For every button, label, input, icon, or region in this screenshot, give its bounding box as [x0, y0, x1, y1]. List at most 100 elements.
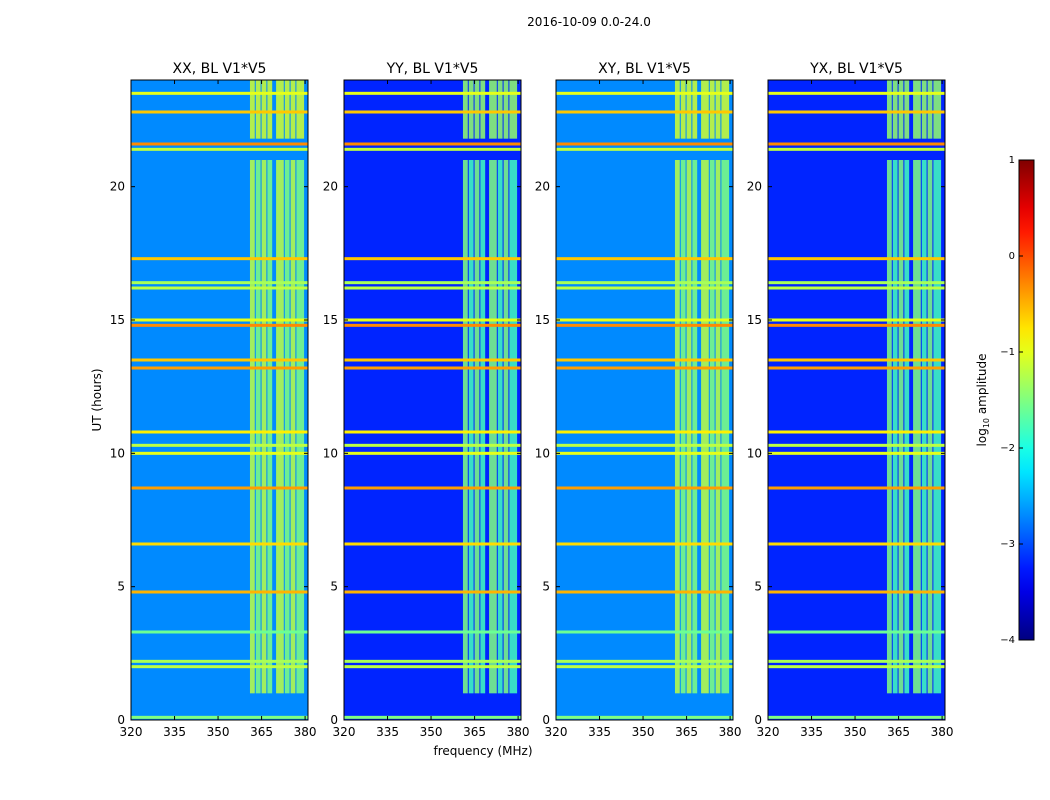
- panel-frame: [767, 79, 946, 721]
- rfi-band: [701, 80, 709, 139]
- colorbar-tick-label: 0: [1009, 251, 1015, 262]
- x-tick-label: 335: [376, 725, 399, 739]
- rfi-band: [721, 160, 730, 694]
- rfi-line: [768, 366, 945, 370]
- x-tick-label: 320: [120, 725, 143, 739]
- rfi-band: [927, 160, 933, 694]
- rfi-band: [509, 160, 518, 694]
- rfi-line: [131, 286, 308, 290]
- y-tick-label: 0: [754, 713, 762, 727]
- colorbar-tick-label: 1: [1009, 155, 1015, 166]
- panel-title: XY, BL V1*V5: [598, 61, 691, 77]
- rfi-line: [344, 630, 521, 634]
- panel-frame: [343, 79, 522, 721]
- rfi-band: [680, 160, 686, 694]
- rfi-line: [344, 286, 521, 290]
- rfi-line: [556, 443, 733, 447]
- rfi-band: [933, 80, 942, 139]
- rfi-line: [768, 486, 945, 490]
- y-tick-label: 20: [110, 180, 125, 194]
- rfi-band: [921, 80, 927, 139]
- rfi-band: [913, 160, 921, 694]
- panel-title: YX, BL V1*V5: [809, 61, 903, 77]
- rfi-band: [927, 80, 933, 139]
- rfi-line: [344, 318, 521, 322]
- rfi-line: [131, 542, 308, 546]
- rfi-line: [131, 91, 308, 95]
- rfi-band: [674, 80, 680, 139]
- rfi-line: [344, 665, 521, 669]
- rfi-line: [344, 147, 521, 151]
- rfi-line: [556, 451, 733, 455]
- rfi-line: [344, 590, 521, 594]
- rfi-band: [296, 80, 305, 139]
- x-tick-label: 365: [250, 725, 273, 739]
- rfi-band: [886, 80, 892, 139]
- rfi-band: [886, 160, 892, 694]
- x-tick-label: 320: [757, 725, 780, 739]
- rfi-line: [556, 91, 733, 95]
- rfi-band: [898, 160, 904, 694]
- rfi-band: [489, 160, 497, 694]
- rfi-line: [768, 91, 945, 95]
- rfi-line: [344, 323, 521, 327]
- rfi-line: [131, 486, 308, 490]
- rfi-line: [556, 142, 733, 146]
- heatmap-panel: YY, BL V1*V5 320 335 350 365 380 0 5 10 15 20: [323, 61, 530, 739]
- rfi-line: [131, 318, 308, 322]
- rfi-line: [344, 451, 521, 455]
- x-tick-label: 365: [887, 725, 910, 739]
- rfi-band: [267, 160, 273, 694]
- y-tick-label: 5: [754, 580, 762, 594]
- rfi-line: [131, 142, 308, 146]
- x-tick-label: 365: [675, 725, 698, 739]
- rfi-band: [290, 160, 296, 694]
- rfi-band: [913, 80, 921, 139]
- rfi-band: [468, 80, 474, 139]
- rfi-line: [131, 443, 308, 447]
- rfi-line: [768, 358, 945, 362]
- rfi-band: [261, 160, 267, 694]
- rfi-band: [898, 80, 904, 139]
- x-tick-label: 350: [207, 725, 230, 739]
- rfi-line: [131, 715, 308, 719]
- rfi-line: [131, 366, 308, 370]
- rfi-band: [921, 160, 927, 694]
- rfi-line: [768, 665, 945, 669]
- colorbar-label-base: log: [975, 428, 989, 446]
- y-tick-label: 5: [117, 580, 125, 594]
- rfi-line: [768, 281, 945, 285]
- x-tick-label: 380: [931, 725, 954, 739]
- rfi-line: [768, 715, 945, 719]
- y-tick-label: 15: [323, 313, 338, 327]
- rfi-band: [276, 80, 284, 139]
- rfi-line: [344, 659, 521, 663]
- rfi-band: [296, 160, 305, 694]
- rfi-line: [344, 110, 521, 114]
- heatmap-panel: YX, BL V1*V5 320 335 350 365 380 0 5 10 15 20: [747, 61, 954, 739]
- rfi-line: [556, 323, 733, 327]
- rfi-band: [503, 80, 509, 139]
- rfi-line: [768, 443, 945, 447]
- y-tick-label: 15: [747, 313, 762, 327]
- rfi-line: [768, 542, 945, 546]
- rfi-line: [556, 110, 733, 114]
- rfi-band: [480, 160, 486, 694]
- rfi-band: [692, 160, 698, 694]
- y-tick-label: 5: [542, 580, 550, 594]
- rfi-line: [131, 358, 308, 362]
- rfi-band: [284, 80, 290, 139]
- colorbar-label-sub: 10: [982, 418, 991, 428]
- rfi-band: [692, 80, 698, 139]
- rfi-line: [556, 286, 733, 290]
- rfi-line: [131, 630, 308, 634]
- x-tick-label: 335: [800, 725, 823, 739]
- rfi-line: [768, 430, 945, 434]
- rfi-band: [709, 160, 715, 694]
- x-tick-label: 350: [632, 725, 655, 739]
- rfi-line: [131, 147, 308, 151]
- rfi-band: [290, 80, 296, 139]
- rfi-band: [904, 160, 910, 694]
